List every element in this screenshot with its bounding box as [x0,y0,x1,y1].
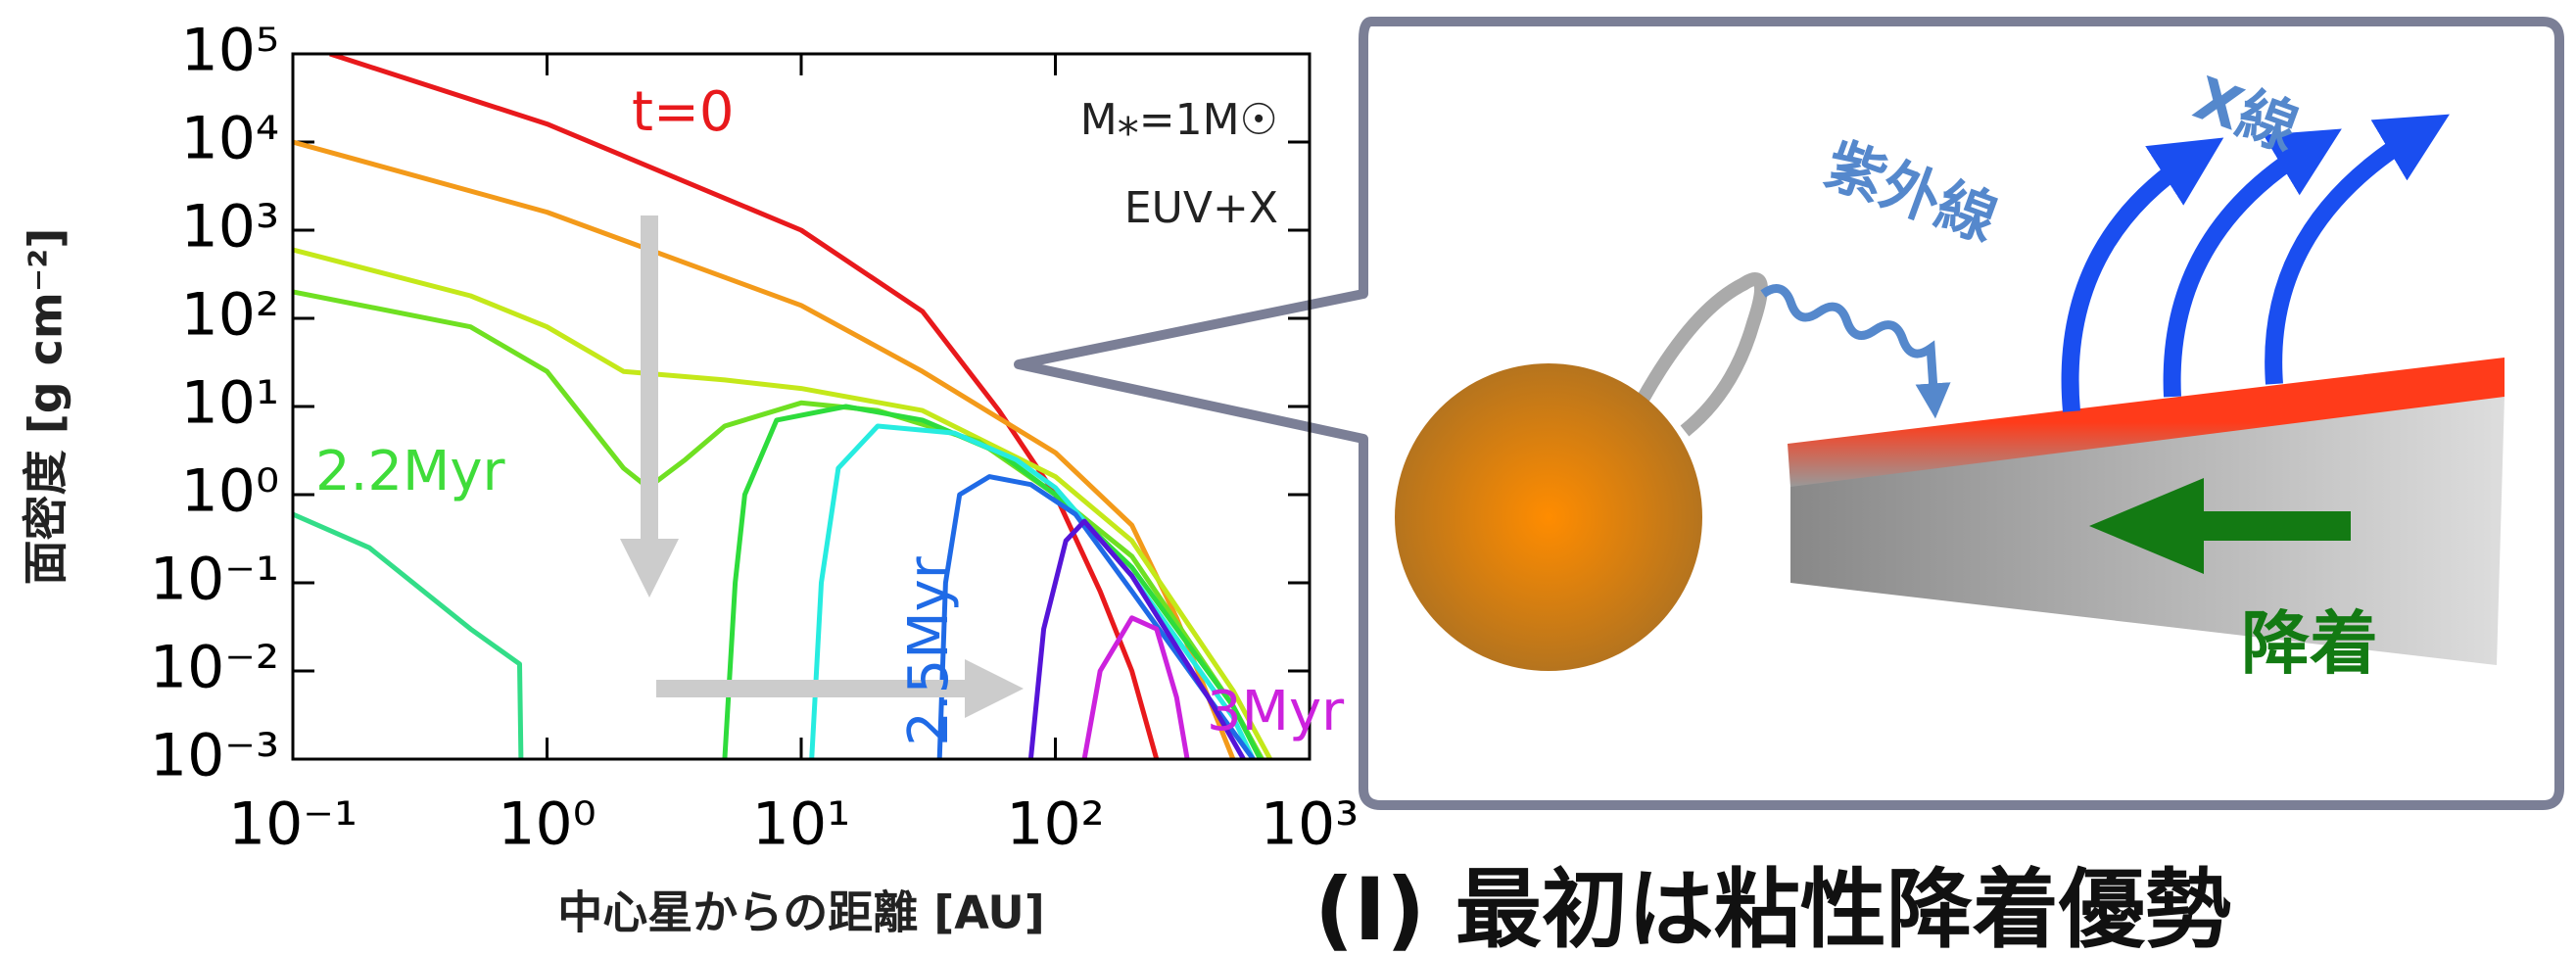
y-tick-label: 10⁴ [181,105,279,173]
caption: (I) 最初は粘性降着優勢 [1314,859,2231,956]
series-line [293,139,1236,759]
x-tick-label: 10¹ [752,790,850,859]
annotation: M⁎=1M☉ [1080,95,1278,145]
y-tick-label: 10⁵ [181,17,279,85]
radiation-wave [1760,284,1951,419]
y-tick-label: 10⁰ [181,457,279,526]
annotation: 2.2Myr [315,440,506,503]
time-arrow-head [965,659,1024,718]
x-axis-label: 中心星からの距離 [AU] [557,886,1045,939]
annotation: 3Myr [1207,680,1345,743]
series-line [1081,615,1190,759]
annotation: EUV+X [1124,183,1278,233]
series-line [293,289,1264,759]
series-line [329,54,1160,759]
series-line [1027,518,1246,759]
series-line [722,404,1263,759]
x-tick-label: 10² [1006,790,1104,859]
y-axis-label: 面密度 [g cm⁻²] [20,228,72,586]
y-tick-label: 10² [181,281,279,350]
plot-frame [291,52,1312,761]
annotation: 2.5Myr [897,555,961,746]
accretion-arrow [2194,511,2351,541]
plot [291,52,1312,761]
disk-surface [1788,358,2504,487]
wind-arrow [2163,128,2342,398]
series-line [293,511,524,759]
series-line [293,247,1272,759]
y-tick-label: 10³ [181,193,279,262]
wind-arrow [2061,137,2224,412]
y-tick-label: 10¹ [181,369,279,438]
x-tick-label: 10³ [1261,790,1359,859]
annotation: t=0 [632,80,735,144]
star [1395,363,1702,671]
series-line [936,474,1256,759]
wind-arrow [2265,114,2450,385]
accretion-label: 降着 [2241,603,2378,684]
time-arrow-head [620,539,679,598]
y-tick-label: 10⁻³ [150,722,279,790]
x-tick-label: 10⁻¹ [228,790,358,859]
x-tick-label: 10⁰ [498,790,596,859]
accretion-arrow-head [2089,478,2204,574]
series-line [809,423,1256,759]
magnetic-loop [1619,272,1768,437]
plot-lines [293,54,1272,759]
y-tick-label: 10⁻¹ [150,546,279,614]
y-tick-label: 10⁻² [150,634,279,702]
